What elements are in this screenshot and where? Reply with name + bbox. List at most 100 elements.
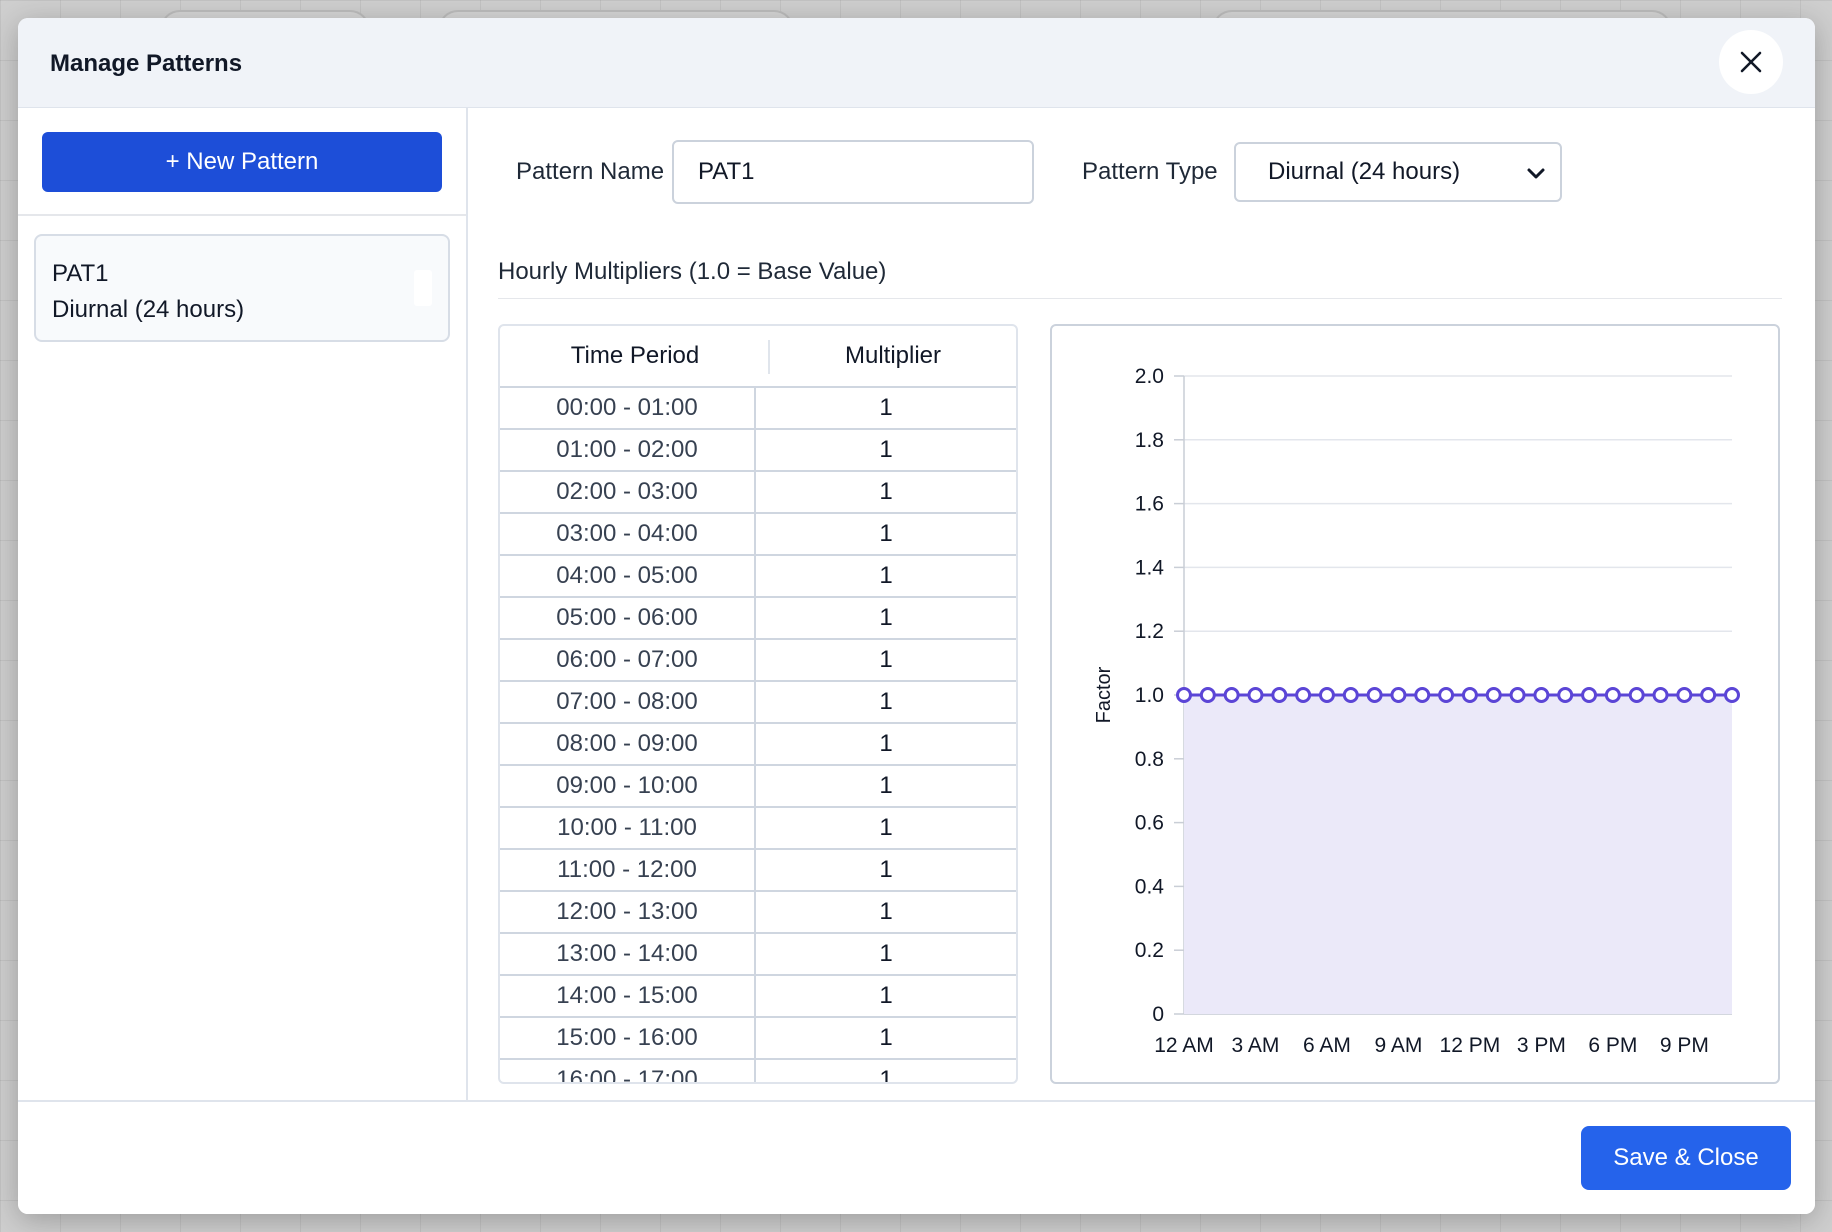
modal-footer: Save & Close xyxy=(18,1100,1815,1214)
x-tick-label: 6 PM xyxy=(1588,1034,1637,1057)
data-point xyxy=(1247,687,1264,703)
y-tick-label: 1.2 xyxy=(1135,620,1164,643)
close-button[interactable] xyxy=(1719,30,1783,94)
x-tick-label: 6 AM xyxy=(1303,1034,1351,1057)
save-and-close-button[interactable]: Save & Close xyxy=(1581,1126,1791,1190)
sidebar-divider xyxy=(18,214,466,216)
table-row: 12:00 - 13:00 1 xyxy=(500,892,1016,934)
multiplier-cell[interactable]: 1 xyxy=(879,478,893,505)
table-row: 00:00 - 01:00 1 xyxy=(500,388,1016,430)
column-header-multiplier: Multiplier xyxy=(844,342,942,369)
table-row: 06:00 - 07:00 1 xyxy=(500,640,1016,682)
data-point xyxy=(1581,687,1598,703)
multiplier-cell[interactable]: 1 xyxy=(879,898,893,925)
multiplier-cell[interactable]: 1 xyxy=(879,394,893,421)
multiplier-table[interactable]: Time Period Multiplier 00:00 - 01:00 1 01:… xyxy=(498,324,1018,1084)
time-period-cell: 14:00 - 15:00 xyxy=(500,976,756,1016)
data-point xyxy=(1438,687,1455,703)
x-tick-label: 9 PM xyxy=(1660,1034,1709,1057)
pattern-chart: 0 0.2 0.4 0.6 0.8 1.0 1.2 1.4 1.6 1.8 2.0 12 AM 3 AM… xyxy=(1050,324,1780,1084)
column-header-time-period: Time Period xyxy=(570,342,700,369)
table-row: 04:00 - 05:00 1 xyxy=(500,556,1016,598)
y-tick-label: 0 xyxy=(1152,1003,1164,1026)
data-point xyxy=(1342,687,1359,703)
data-point xyxy=(1676,687,1693,703)
multiplier-cell[interactable]: 1 xyxy=(879,814,893,841)
modal-header: Manage Patterns xyxy=(18,18,1815,108)
data-point xyxy=(1414,687,1431,703)
data-point xyxy=(1533,687,1550,703)
data-point xyxy=(1461,687,1478,703)
table-row: 07:00 - 08:00 1 xyxy=(500,682,1016,724)
multiplier-cell[interactable]: 1 xyxy=(879,940,893,967)
table-row: 09:00 - 10:00 1 xyxy=(500,766,1016,808)
data-point xyxy=(1390,687,1407,703)
pattern-list-item[interactable]: PAT1 Diurnal (24 hours) xyxy=(34,234,450,342)
table-row: 05:00 - 06:00 1 xyxy=(500,598,1016,640)
y-tick-label: 0.6 xyxy=(1135,812,1164,835)
multiplier-cell[interactable]: 1 xyxy=(879,730,893,757)
y-tick-label: 2.0 xyxy=(1135,365,1164,388)
multiplier-cell[interactable]: 1 xyxy=(879,772,893,799)
data-point xyxy=(1485,687,1502,703)
time-period-cell: 09:00 - 10:00 xyxy=(500,766,756,806)
multiplier-cell[interactable]: 1 xyxy=(879,982,893,1009)
section-divider xyxy=(498,298,1782,299)
close-icon xyxy=(1740,51,1762,73)
time-period-cell: 06:00 - 07:00 xyxy=(500,640,756,680)
series-area-fill xyxy=(1184,695,1732,1014)
data-point xyxy=(1628,687,1645,703)
y-tick-label: 1.8 xyxy=(1135,429,1164,452)
time-period-cell: 10:00 - 11:00 xyxy=(500,808,756,848)
multiplier-cell[interactable]: 1 xyxy=(879,646,893,673)
data-point xyxy=(1318,687,1335,703)
data-point xyxy=(1366,687,1383,703)
pattern-item-handle[interactable] xyxy=(414,270,432,306)
multiplier-cell[interactable]: 1 xyxy=(879,436,893,463)
multiplier-cell[interactable]: 1 xyxy=(879,520,893,547)
y-tick-label: 1.0 xyxy=(1135,684,1164,707)
time-period-cell: 16:00 - 17:00 xyxy=(500,1060,756,1082)
table-row: 13:00 - 14:00 1 xyxy=(500,934,1016,976)
data-point xyxy=(1509,687,1526,703)
pattern-type-select[interactable]: Diurnal (24 hours) xyxy=(1234,142,1562,202)
time-period-cell: 13:00 - 14:00 xyxy=(500,934,756,974)
table-row: 08:00 - 09:00 1 xyxy=(500,724,1016,766)
data-point xyxy=(1223,687,1240,703)
time-period-cell: 03:00 - 04:00 xyxy=(500,514,756,554)
x-tick-label: 12 AM xyxy=(1154,1034,1214,1057)
manage-patterns-modal: Manage Patterns + New Pattern PAT1 Diurn… xyxy=(18,18,1815,1214)
pattern-item-type: Diurnal (24 hours) xyxy=(52,296,245,323)
table-row: 11:00 - 12:00 1 xyxy=(500,850,1016,892)
multiplier-cell[interactable]: 1 xyxy=(879,856,893,883)
pattern-name-label: Pattern Name xyxy=(516,158,665,185)
x-tick-label: 3 AM xyxy=(1232,1034,1280,1057)
new-pattern-button[interactable]: + New Pattern xyxy=(42,132,442,192)
time-period-cell: 11:00 - 12:00 xyxy=(500,850,756,890)
y-tick-label: 1.6 xyxy=(1135,493,1164,516)
multiplier-cell[interactable]: 1 xyxy=(879,562,893,589)
time-period-cell: 08:00 - 09:00 xyxy=(500,724,756,764)
y-tick-label: 0.4 xyxy=(1135,875,1165,898)
time-period-cell: 07:00 - 08:00 xyxy=(500,682,756,722)
multiplier-cell[interactable]: 1 xyxy=(879,1024,893,1051)
x-tick-label: 9 AM xyxy=(1375,1034,1423,1057)
pattern-type-value: Diurnal (24 hours) xyxy=(1268,158,1461,185)
multiplier-cell[interactable]: 1 xyxy=(879,604,893,631)
pattern-editor: Pattern Name Pattern Type Diurnal (24 ho… xyxy=(468,108,1815,1101)
multiplier-cell[interactable]: 1 xyxy=(879,688,893,715)
y-tick-label: 0.8 xyxy=(1135,748,1164,771)
data-point xyxy=(1271,687,1288,703)
table-body: 00:00 - 01:00 1 01:00 - 02:00 1 02:00 - 03:0… xyxy=(500,388,1016,1084)
multiplier-cell[interactable]: 1 xyxy=(879,1066,893,1084)
pattern-item-name: PAT1 xyxy=(52,260,109,287)
data-point xyxy=(1604,687,1621,703)
data-point xyxy=(1199,687,1216,703)
table-row: 14:00 - 15:00 1 xyxy=(500,976,1016,1018)
data-point xyxy=(1652,687,1669,703)
y-tick-label: 1.4 xyxy=(1135,556,1165,579)
table-row: 15:00 - 16:00 1 xyxy=(500,1018,1016,1060)
x-tick-label: 3 PM xyxy=(1517,1034,1566,1057)
pattern-name-input[interactable] xyxy=(672,140,1034,204)
time-period-cell: 02:00 - 03:00 xyxy=(500,472,756,512)
